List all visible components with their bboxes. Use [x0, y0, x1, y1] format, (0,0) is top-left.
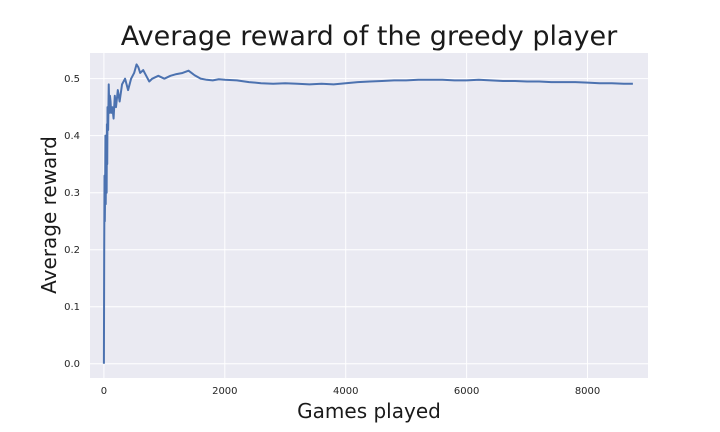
series-layer	[102, 63, 633, 364]
y-tick-label: 0.5	[64, 74, 80, 85]
y-tick-labels: 0.0 0.1 0.2 0.3 0.4 0.5	[64, 74, 80, 370]
x-tick-label: 2000	[212, 386, 237, 397]
grid-lines	[90, 53, 648, 378]
x-tick-labels: 0 2000 4000 6000 8000	[101, 386, 601, 397]
y-tick-label: 0.4	[64, 131, 80, 142]
x-axis-label: Games played	[297, 399, 441, 423]
chart-title: Average reward of the greedy player	[121, 21, 618, 52]
y-tick-label: 0.2	[64, 245, 80, 256]
x-tick-label: 6000	[454, 386, 479, 397]
x-tick-label: 8000	[575, 386, 600, 397]
plot-background	[90, 53, 648, 378]
x-tick-label: 4000	[333, 386, 358, 397]
series-line	[102, 63, 633, 364]
y-axis-label: Average reward	[37, 136, 61, 294]
y-tick-label: 0.3	[64, 188, 80, 199]
x-tick-label: 0	[101, 386, 107, 397]
y-tick-label: 0.0	[64, 359, 80, 370]
y-tick-label: 0.1	[64, 302, 80, 313]
